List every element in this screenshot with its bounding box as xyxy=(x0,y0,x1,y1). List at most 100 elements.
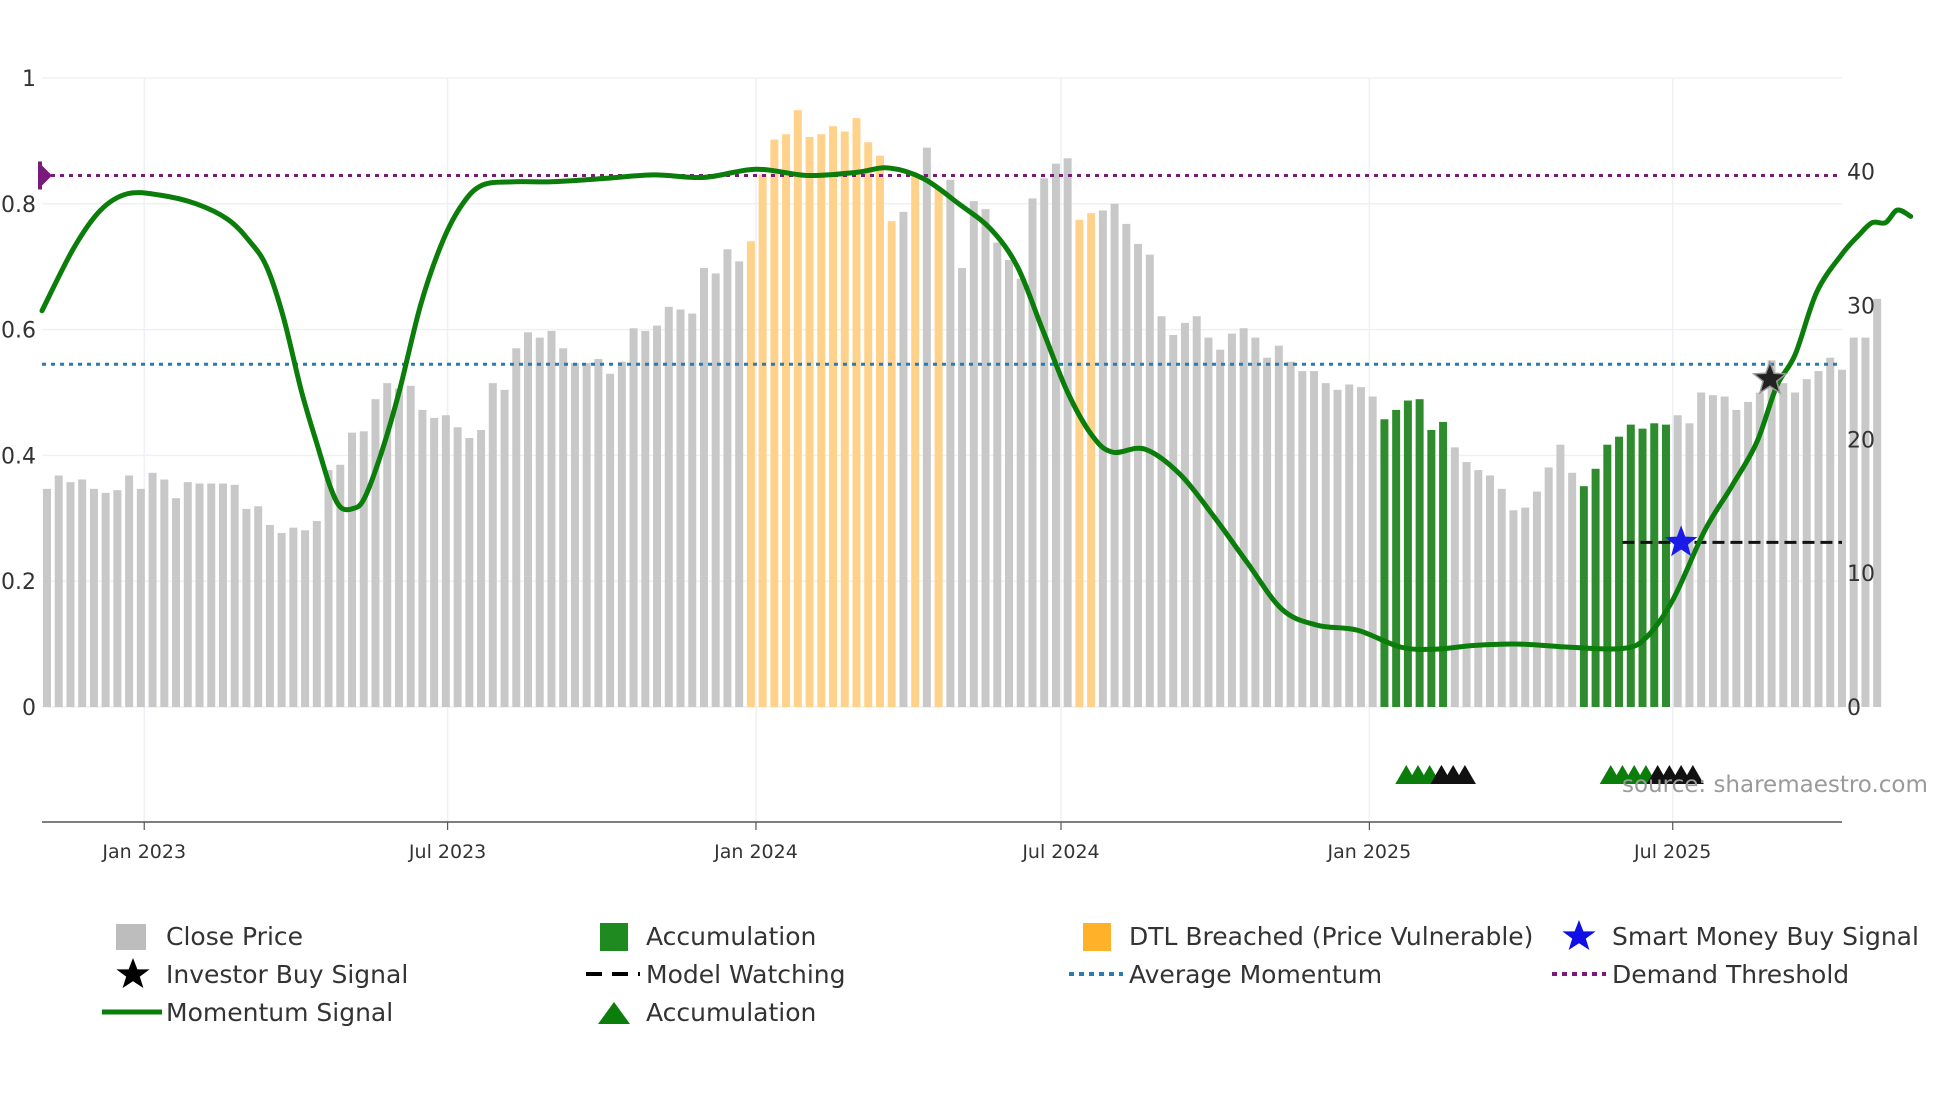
close-price-bar xyxy=(78,479,87,707)
close-price-bar xyxy=(1568,472,1577,707)
close-price-bar xyxy=(1298,371,1307,707)
close-price-bar xyxy=(1356,387,1365,707)
legend-item-investor-buy: Investor Buy Signal xyxy=(100,958,408,990)
y-left-tick-label: 0.2 xyxy=(1,570,36,595)
legend-label: Demand Threshold xyxy=(1612,959,1850,989)
legend-item-smart-money: Smart Money Buy Signal xyxy=(1546,920,1919,952)
close-price-bar xyxy=(1251,337,1260,707)
close-price-bar xyxy=(1051,163,1060,707)
accumulation-bar xyxy=(1579,486,1588,707)
y-left-tick-label: 0.4 xyxy=(1,444,36,469)
close-price-bar xyxy=(1837,369,1846,707)
x-tick-label: Jan 2025 xyxy=(1327,841,1412,863)
close-price-bar xyxy=(629,328,638,707)
close-price-bar xyxy=(289,527,298,707)
dtl-breached-bar xyxy=(875,155,884,707)
close-price-bar xyxy=(1286,361,1295,707)
close-price-bar xyxy=(1239,328,1248,707)
legend-triangle-icon xyxy=(598,1002,630,1024)
close-price-bar xyxy=(66,482,75,707)
dtl-breached-bar xyxy=(782,134,791,708)
accumulation-bar xyxy=(1603,444,1612,707)
close-price-bar xyxy=(1169,334,1178,707)
dtl-breached-bar xyxy=(852,118,861,708)
x-tick-label: Jan 2023 xyxy=(101,841,186,863)
dtl-breached-bar xyxy=(770,139,779,707)
accumulation-bar xyxy=(1427,429,1436,707)
close-price-bar xyxy=(1814,371,1823,707)
close-price-bar xyxy=(1450,447,1459,707)
close-price-bar xyxy=(371,399,380,707)
close-price-bar xyxy=(1497,488,1506,707)
legend-investor-star-icon xyxy=(116,958,150,988)
dtl-breached-bar xyxy=(911,174,920,708)
legend-close-swatch xyxy=(116,924,146,950)
x-tick-label: Jul 2025 xyxy=(1633,841,1711,863)
close-price-bar xyxy=(1532,491,1541,707)
close-price-bar xyxy=(465,438,474,707)
legend-item-momentum-signal: Momentum Signal xyxy=(100,996,393,1028)
close-price-bar xyxy=(277,533,286,707)
close-price-bar xyxy=(1098,210,1107,707)
close-price-bar xyxy=(1486,475,1494,707)
accumulation-bar xyxy=(1638,428,1647,707)
close-price-bar xyxy=(1673,415,1682,707)
close-price-bar xyxy=(958,268,967,707)
close-price-bar xyxy=(1192,316,1201,707)
close-price-bar xyxy=(183,482,192,707)
close-price-bar xyxy=(993,242,1002,707)
demand-threshold-marker-base xyxy=(38,161,42,190)
accumulation-bar xyxy=(1403,400,1412,707)
close-price-bar xyxy=(1755,392,1764,707)
source-note: source: sharemaestro.com xyxy=(1622,772,1928,798)
close-price-bar xyxy=(453,427,462,707)
legend-accumulation-swatch xyxy=(600,923,628,951)
close-price-bar xyxy=(1180,322,1189,707)
close-price-bar xyxy=(1310,371,1319,707)
momentum-signal-line xyxy=(39,165,1914,653)
y-right-tick-label: 20 xyxy=(1847,428,1875,453)
legend-item-model-watching: Model Watching xyxy=(580,958,846,990)
close-price-bar xyxy=(570,363,579,707)
smart-money-buy-star-icon xyxy=(1664,525,1698,557)
close-price-bar xyxy=(89,488,98,707)
close-price-bar xyxy=(664,306,673,707)
legend-label: Accumulation xyxy=(646,997,817,1027)
close-price-bar xyxy=(1368,396,1377,707)
close-price-bar xyxy=(441,415,450,707)
dtl-breached-bar xyxy=(817,134,826,708)
legend-label: Momentum Signal xyxy=(166,997,394,1027)
close-price-bar xyxy=(582,363,591,707)
x-tick-label: Jul 2023 xyxy=(408,841,486,863)
y-left-tick-label: 0 xyxy=(22,696,36,721)
close-price-bar xyxy=(359,431,368,707)
close-price-bar xyxy=(1274,345,1283,707)
legend-label: Investor Buy Signal xyxy=(166,959,409,989)
legend-item-accumulation-bar: Accumulation xyxy=(580,920,816,952)
accumulation-bar xyxy=(1591,468,1600,707)
close-price-bar xyxy=(336,464,345,707)
close-price-bar xyxy=(735,261,744,707)
close-price-bar xyxy=(406,385,415,707)
dtl-breached-bar xyxy=(887,221,896,707)
y-right-tick-label: 40 xyxy=(1847,161,1875,186)
close-price-bar xyxy=(1204,337,1213,707)
close-price-bar xyxy=(606,373,615,707)
dtl-breached-bar xyxy=(840,131,849,707)
close-price-bar xyxy=(899,211,908,708)
reference-lines xyxy=(38,161,1842,544)
close-price-bar xyxy=(969,201,978,707)
close-price-bar xyxy=(1157,316,1166,707)
close-price-bar xyxy=(946,179,955,707)
close-price-bar xyxy=(653,325,662,707)
dtl-breached-bar xyxy=(864,142,873,708)
close-price-bar xyxy=(1744,401,1753,707)
legend-item-demand-threshold: Demand Threshold xyxy=(1546,958,1849,990)
close-price-bar xyxy=(711,273,720,707)
close-price-bar xyxy=(688,313,697,707)
close-price-bar xyxy=(230,484,239,707)
close-price-bar xyxy=(1767,360,1776,707)
close-price-bar xyxy=(1063,158,1072,708)
dtl-breached-bar xyxy=(793,110,802,708)
close-price-bar xyxy=(641,330,650,707)
